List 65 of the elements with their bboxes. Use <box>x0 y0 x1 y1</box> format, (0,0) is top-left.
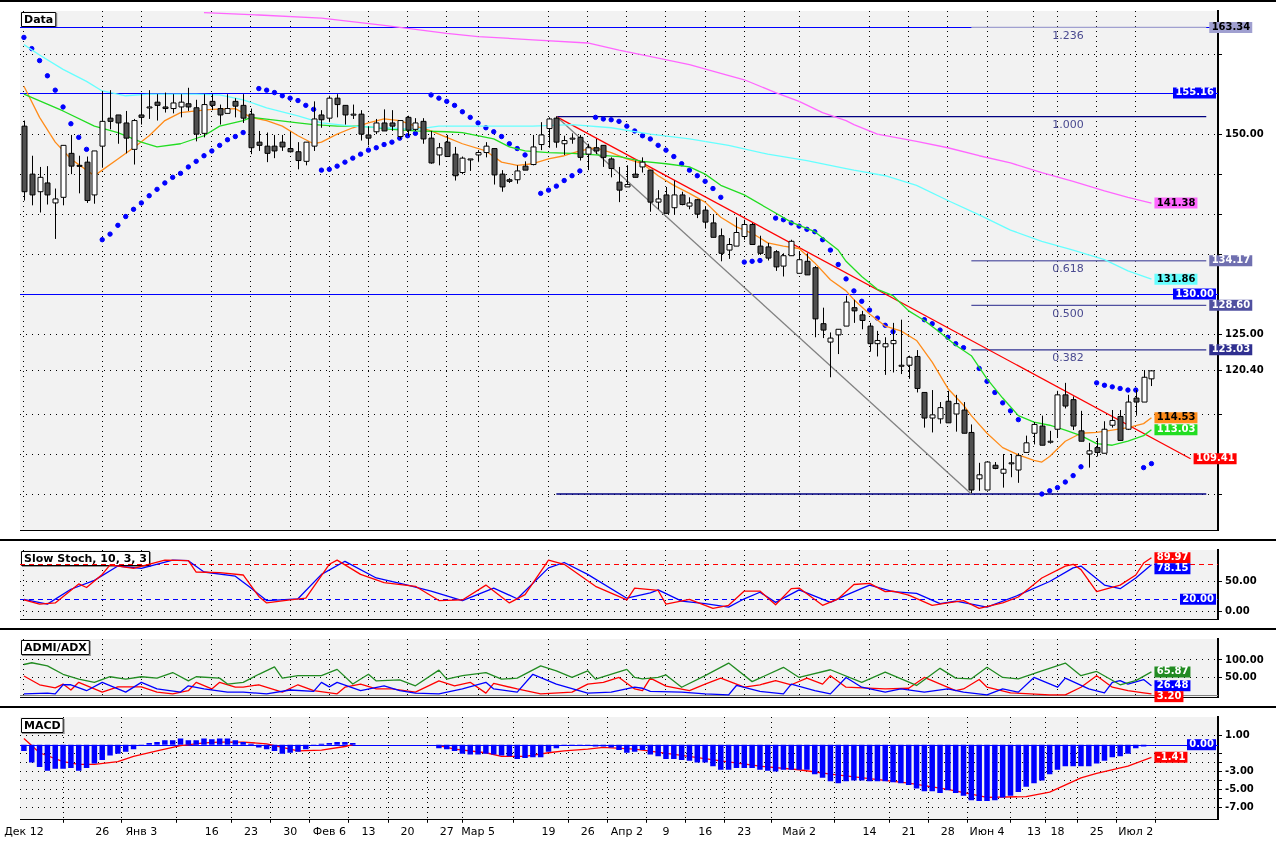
x-tick-label: Май 2 <box>782 825 817 839</box>
y-tick-label: -5.00 <box>1225 783 1254 794</box>
x-tick-label: Дек 12 <box>4 825 44 839</box>
y-tick-label: 100.00 <box>1225 653 1264 665</box>
x-tick-label: 28 <box>940 825 955 839</box>
x-tick-label: 26 <box>580 825 595 839</box>
data-label: 78.15 <box>1156 562 1189 574</box>
y-tick-label: 1.00 <box>1225 729 1250 741</box>
data-label: 89.97 <box>1156 551 1189 563</box>
y-tick-label: 120.40 <box>1225 364 1264 376</box>
chart-title: MACD <box>24 718 61 732</box>
y-tick-label: 50.00 <box>1225 575 1257 587</box>
data-label: 163.34 <box>1211 21 1251 33</box>
chart-title: ADMI/ADX <box>24 640 88 654</box>
x-tick-label: 9 <box>662 825 670 839</box>
x-tick-label: 20 <box>400 825 415 839</box>
ref-line-label: 155.16 <box>1175 86 1215 98</box>
data-label: -1.41 <box>1156 750 1186 762</box>
chart-title: Data <box>24 12 54 26</box>
x-tick-label: Фев 6 <box>312 825 346 839</box>
data-label: 128.60 <box>1211 298 1251 310</box>
data-label: 114.53 <box>1156 411 1196 423</box>
x-tick-label: Янв 3 <box>125 825 158 839</box>
annotation: 0.500 <box>1052 306 1084 320</box>
x-tick-label: 25 <box>1089 825 1104 839</box>
x-tick-label: Июн 4 <box>969 825 1005 839</box>
y-tick-label: 50.00 <box>1225 671 1257 683</box>
x-tick-label: 26 <box>95 825 110 839</box>
x-tick-label: Мар 5 <box>461 825 495 839</box>
data-label: 134.17 <box>1211 254 1251 266</box>
x-tick-label: 27 <box>439 825 454 839</box>
data-label: 113.03 <box>1156 423 1196 435</box>
data-label: 3.20 <box>1156 690 1182 702</box>
y-tick-label: -7.00 <box>1225 800 1254 812</box>
x-tick-label: 21 <box>901 825 916 839</box>
y-tick-label: 0.00 <box>1225 604 1250 616</box>
chart-title: Slow Stoch, 10, 3, 3 <box>24 551 147 565</box>
x-tick-label: 19 <box>541 825 556 839</box>
x-tick-label: 16 <box>698 825 713 839</box>
y-tick-label: -3.00 <box>1225 765 1254 777</box>
annotation: 1.000 <box>1052 117 1084 131</box>
data-label: 123.03 <box>1211 343 1251 355</box>
y-tick-label: 125.00 <box>1225 327 1264 339</box>
ref-line-label: 130.00 <box>1175 287 1215 299</box>
x-tick-label: 23 <box>737 825 752 839</box>
x-tick-label: Июл 2 <box>1118 825 1154 839</box>
data-label: 65.87 <box>1156 665 1189 677</box>
annotation: 0.382 <box>1052 351 1084 365</box>
x-tick-label: 13 <box>361 825 376 839</box>
ref-line-label: 20.00 <box>1182 592 1215 604</box>
x-tick-label: 18 <box>1050 825 1065 839</box>
data-label: 26.48 <box>1156 679 1189 691</box>
annotation: 0.618 <box>1052 262 1084 276</box>
annotation: 1.236 <box>1052 28 1084 42</box>
data-label: 109.41 <box>1196 452 1235 464</box>
x-tick-label: 13 <box>1026 825 1041 839</box>
x-tick-label: 16 <box>204 825 219 839</box>
x-tick-label: 14 <box>862 825 877 839</box>
x-tick-label: 23 <box>243 825 258 839</box>
x-tick-label: Апр 2 <box>610 825 643 839</box>
data-label: 131.86 <box>1156 272 1196 284</box>
y-tick-label: 150.00 <box>1225 127 1264 139</box>
data-label: 141.38 <box>1156 196 1196 208</box>
ref-line-label: 0.00 <box>1189 738 1215 750</box>
x-tick-label: 30 <box>283 825 298 839</box>
